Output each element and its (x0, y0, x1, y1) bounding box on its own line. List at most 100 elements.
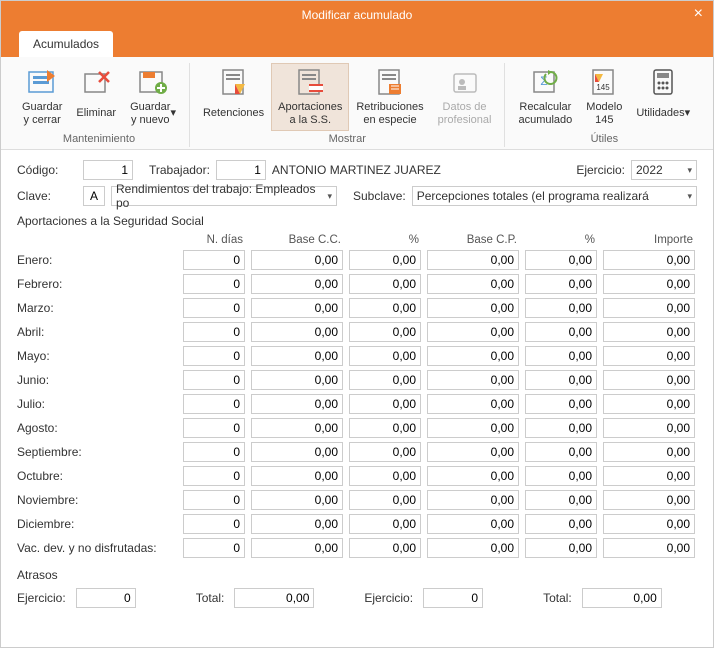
cell-input[interactable] (603, 394, 695, 414)
cell-input[interactable] (525, 442, 597, 462)
cell-input[interactable] (603, 274, 695, 294)
cell-input[interactable] (603, 538, 695, 558)
cell-input[interactable] (349, 394, 421, 414)
cell-input[interactable] (349, 514, 421, 534)
cell-input[interactable] (603, 322, 695, 342)
cell-input[interactable] (183, 466, 245, 486)
clave-select[interactable]: Rendimientos del trabajo: Empleados po (111, 186, 337, 206)
atrasos-ejercicio2-input[interactable] (423, 588, 483, 608)
cell-input[interactable] (251, 466, 343, 486)
cell-input[interactable] (427, 250, 519, 270)
cell-input[interactable] (183, 490, 245, 510)
cell-input[interactable] (183, 514, 245, 534)
cell-input[interactable] (251, 394, 343, 414)
trabajador-num-input[interactable] (216, 160, 266, 180)
cell-input[interactable] (525, 538, 597, 558)
datos-profesional-button[interactable]: Datos de profesional (431, 63, 499, 131)
cell-input[interactable] (525, 274, 597, 294)
guardar-nuevo-button[interactable]: Guardar y nuevo ▾ (123, 63, 183, 131)
tab-acumulados[interactable]: Acumulados (19, 31, 113, 57)
cell-input[interactable] (183, 370, 245, 390)
cell-input[interactable] (427, 466, 519, 486)
cell-input[interactable] (251, 298, 343, 318)
cell-input[interactable] (603, 514, 695, 534)
cell-input[interactable] (349, 442, 421, 462)
cell-input[interactable] (525, 298, 597, 318)
retribuciones-button[interactable]: Retribuciones en especie (349, 63, 430, 131)
cell-input[interactable] (525, 466, 597, 486)
close-icon[interactable]: × (694, 5, 703, 23)
codigo-input[interactable] (83, 160, 133, 180)
aportaciones-button[interactable]: Aportaciones a la S.S. (271, 63, 349, 131)
cell-input[interactable] (183, 538, 245, 558)
cell-input[interactable] (251, 418, 343, 438)
cell-input[interactable] (183, 418, 245, 438)
cell-input[interactable] (349, 538, 421, 558)
modelo145-button[interactable]: 145 Modelo 145 (579, 63, 629, 131)
cell-input[interactable] (349, 490, 421, 510)
atrasos-total2-input[interactable] (582, 588, 662, 608)
cell-input[interactable] (427, 418, 519, 438)
cell-input[interactable] (603, 418, 695, 438)
guardar-cerrar-button[interactable]: Guardar y cerrar (15, 63, 69, 131)
utilidades-button[interactable]: Utilidades▾ (629, 63, 697, 131)
subclave-select[interactable]: Percepciones totales (el programa realiz… (412, 186, 697, 206)
cell-input[interactable] (349, 250, 421, 270)
retenciones-button[interactable]: Retenciones (196, 63, 271, 131)
cell-input[interactable] (603, 466, 695, 486)
cell-input[interactable] (183, 394, 245, 414)
cell-input[interactable] (427, 370, 519, 390)
cell-input[interactable] (427, 394, 519, 414)
cell-input[interactable] (427, 514, 519, 534)
cell-input[interactable] (251, 250, 343, 270)
cell-input[interactable] (183, 442, 245, 462)
cell-input[interactable] (251, 514, 343, 534)
cell-input[interactable] (349, 346, 421, 366)
cell-input[interactable] (427, 274, 519, 294)
cell-input[interactable] (251, 490, 343, 510)
cell-input[interactable] (525, 490, 597, 510)
cell-input[interactable] (183, 274, 245, 294)
cell-input[interactable] (427, 538, 519, 558)
cell-input[interactable] (603, 490, 695, 510)
cell-input[interactable] (251, 370, 343, 390)
cell-input[interactable] (251, 274, 343, 294)
cell-input[interactable] (603, 346, 695, 366)
cell-input[interactable] (349, 274, 421, 294)
cell-input[interactable] (603, 298, 695, 318)
atrasos-total1-input[interactable] (234, 588, 314, 608)
cell-input[interactable] (525, 346, 597, 366)
cell-input[interactable] (427, 346, 519, 366)
cell-input[interactable] (427, 490, 519, 510)
clave-code-input[interactable] (83, 186, 105, 206)
cell-input[interactable] (603, 442, 695, 462)
cell-input[interactable] (427, 322, 519, 342)
cell-input[interactable] (525, 370, 597, 390)
cell-input[interactable] (525, 322, 597, 342)
recalcular-button[interactable]: Σ Recalcular acumulado (511, 63, 579, 131)
cell-input[interactable] (349, 298, 421, 318)
cell-input[interactable] (525, 514, 597, 534)
cell-input[interactable] (603, 370, 695, 390)
ejercicio-select[interactable]: 2022 (631, 160, 697, 180)
cell-input[interactable] (183, 250, 245, 270)
cell-input[interactable] (251, 346, 343, 366)
atrasos-ejercicio1-input[interactable] (76, 588, 136, 608)
eliminar-button[interactable]: Eliminar (69, 63, 123, 131)
cell-input[interactable] (183, 322, 245, 342)
cell-input[interactable] (349, 418, 421, 438)
cell-input[interactable] (251, 322, 343, 342)
cell-input[interactable] (427, 442, 519, 462)
cell-input[interactable] (525, 250, 597, 270)
cell-input[interactable] (525, 394, 597, 414)
cell-input[interactable] (349, 322, 421, 342)
cell-input[interactable] (349, 466, 421, 486)
cell-input[interactable] (603, 250, 695, 270)
cell-input[interactable] (427, 298, 519, 318)
cell-input[interactable] (349, 370, 421, 390)
cell-input[interactable] (183, 346, 245, 366)
cell-input[interactable] (251, 442, 343, 462)
cell-input[interactable] (525, 418, 597, 438)
cell-input[interactable] (251, 538, 343, 558)
cell-input[interactable] (183, 298, 245, 318)
